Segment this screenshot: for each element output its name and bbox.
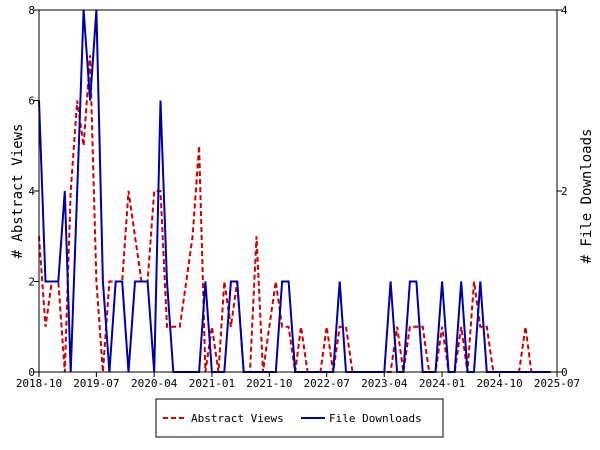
- y-left-tick-label: 8: [28, 4, 35, 17]
- y-left-tick-label: 2: [28, 276, 35, 289]
- y-right-axis-title: # File Downloads: [579, 129, 595, 264]
- y-left-tick-label: 4: [28, 185, 35, 198]
- x-tick-label: 2023-04: [361, 377, 408, 390]
- y-left-tick-label: 6: [28, 95, 35, 108]
- x-tick-label: 2018-10: [16, 377, 62, 390]
- x-tick-label: 2025-07: [534, 377, 580, 390]
- x-tick-label: 2021-10: [246, 377, 292, 390]
- x-tick-label: 2020-04: [131, 377, 178, 390]
- y-right-tick-label: 4: [561, 4, 568, 17]
- series-line-abstract-views: [38, 55, 538, 373]
- ticks-layer: 2018-10 2019-07 2020-04 2021-01 2021-10 2022-…: [16, 4, 580, 390]
- legend-box: [155, 398, 444, 438]
- x-tick-label: 2022-07: [304, 377, 350, 390]
- legend: Abstract Views File Downloads: [155, 398, 444, 438]
- legend-label-file-downloads: File Downloads: [329, 412, 422, 425]
- x-tick-label: 2021-01: [189, 377, 235, 390]
- x-tick-label: 2019-07: [73, 377, 119, 390]
- y-right-tick-label: 2: [561, 185, 568, 198]
- x-tick-label: 2024-01: [419, 377, 465, 390]
- legend-label-abstract-views: Abstract Views: [191, 412, 284, 425]
- y-left-axis-title: # Abstract Views: [10, 124, 26, 259]
- y-right-tick-label: 0: [561, 366, 568, 379]
- x-tick-label: 2024-10: [476, 377, 522, 390]
- y-left-tick-label: 0: [28, 366, 35, 379]
